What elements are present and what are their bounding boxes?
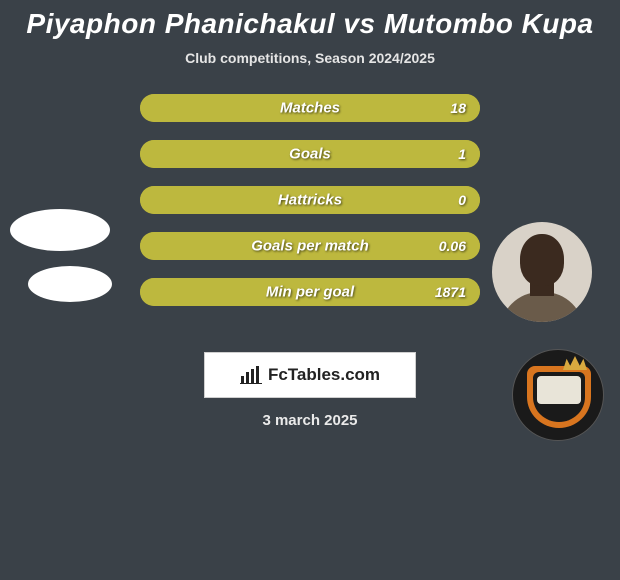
page-title: Piyaphon Phanichakul vs Mutombo Kupa xyxy=(0,0,620,40)
logo-shield-panel xyxy=(537,376,581,404)
stat-bar-value-right: 18 xyxy=(450,100,466,116)
stat-bar-label: Goals xyxy=(289,146,331,163)
stat-bar-row: Goals 1 xyxy=(140,140,480,168)
stat-bar-row: Min per goal 1871 xyxy=(140,278,480,306)
bar-chart-icon xyxy=(240,366,262,384)
player-right-avatar xyxy=(492,222,592,322)
stat-bars: Matches 18 Goals 1 Hattricks 0 Goals per match… xyxy=(140,94,480,324)
stat-bar-label: Goals per match xyxy=(251,238,369,255)
brand-box: FcTables.com xyxy=(204,352,416,398)
player-left-avatar xyxy=(10,209,110,251)
date-label: 3 march 2025 xyxy=(0,412,620,429)
stat-bar-value-right: 1 xyxy=(458,146,466,162)
stat-bar-label: Matches xyxy=(280,100,340,117)
stat-bar-row: Hattricks 0 xyxy=(140,186,480,214)
stat-bar-label: Min per goal xyxy=(266,284,354,301)
team-left-logo xyxy=(28,266,112,302)
stat-bar-row: Matches 18 xyxy=(140,94,480,122)
avatar-head xyxy=(520,234,564,286)
stat-bar-value-right: 0 xyxy=(458,192,466,208)
stat-bar-label: Hattricks xyxy=(278,192,342,209)
stat-bar-row: Goals per match 0.06 xyxy=(140,232,480,260)
logo-crown-icon xyxy=(563,356,587,370)
stat-bar-value-right: 1871 xyxy=(435,284,466,300)
page-subtitle: Club competitions, Season 2024/2025 xyxy=(0,50,620,66)
stat-bar-value-right: 0.06 xyxy=(439,238,466,254)
brand-text: FcTables.com xyxy=(268,365,380,385)
avatar-shoulders xyxy=(500,292,584,322)
